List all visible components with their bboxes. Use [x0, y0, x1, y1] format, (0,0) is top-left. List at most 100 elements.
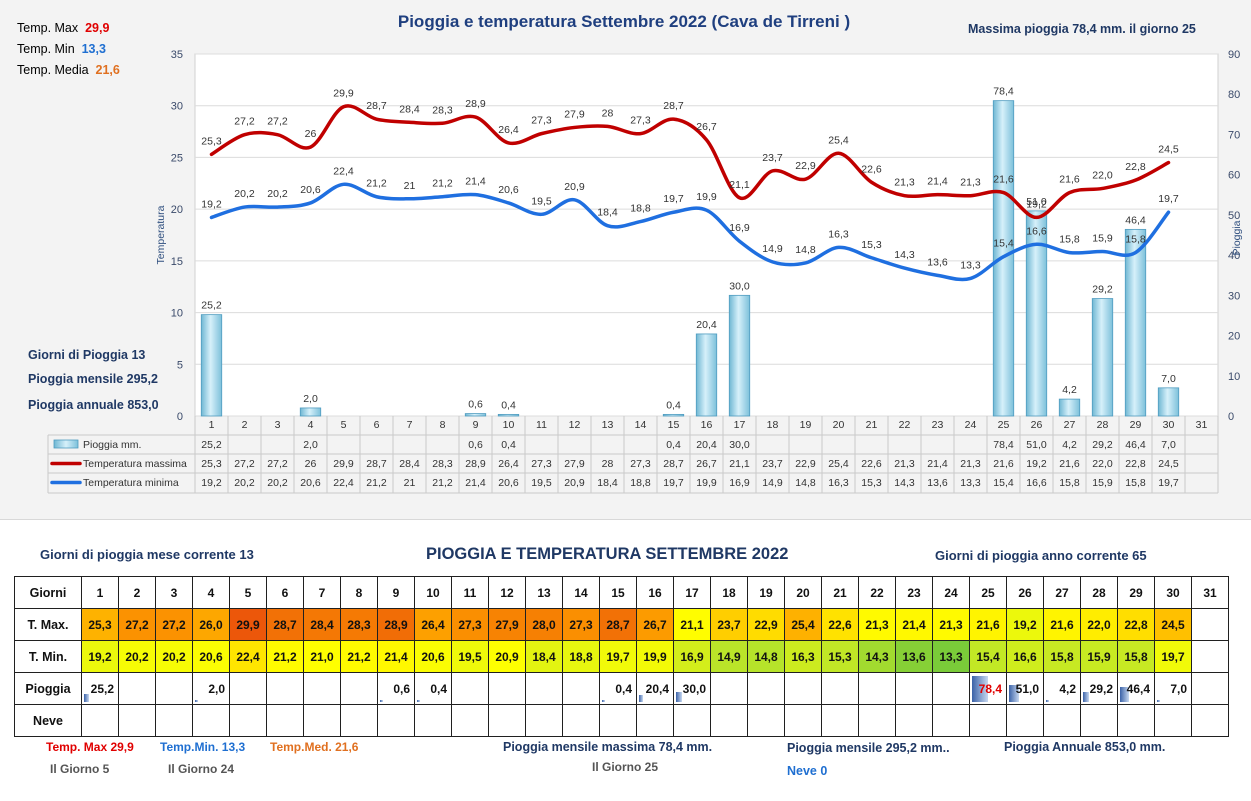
data-table-cell: 28,7	[366, 458, 387, 470]
tmax-cell: 22,6	[821, 608, 859, 641]
tmin-point-label: 13,3	[960, 259, 981, 271]
tmax-cell: 26,7	[636, 608, 674, 641]
tmax-point-label: 28,7	[663, 100, 684, 112]
rain-days-month: Giorni di pioggia mese corrente 13	[40, 547, 254, 562]
data-table-cell: 21,6	[1059, 458, 1080, 470]
footer-tmed: Temp.Med. 21,6	[270, 740, 359, 754]
snow-cell	[1006, 704, 1044, 737]
y-left-tick-label: 20	[171, 204, 183, 216]
rain-cell	[821, 672, 859, 705]
x-tick-label: 2	[242, 419, 248, 431]
data-table-cell: 19,2	[1026, 458, 1047, 470]
rain-bar-label: 29,2	[1092, 284, 1113, 296]
tmax-cell: 28,7	[599, 608, 637, 641]
data-table-cell: 25,4	[828, 458, 849, 470]
data-table-cell: 14,9	[762, 477, 783, 489]
rain-cell: 4,2	[1043, 672, 1081, 705]
tmin-cell: 14,9	[710, 640, 748, 673]
tmax-point-label: 22,6	[861, 163, 882, 175]
data-table-cell: 13,3	[960, 477, 981, 489]
tmin-point-label: 21	[404, 180, 416, 192]
x-tick-label: 31	[1196, 419, 1208, 431]
rain-cell: 0,4	[414, 672, 452, 705]
tmin-point-label: 15,3	[861, 239, 882, 251]
rain-cell-bar	[1009, 685, 1019, 702]
tmin-point-label: 15,4	[993, 238, 1014, 250]
rain-bar-label: 46,4	[1125, 214, 1146, 226]
tmin-point-label: 19,7	[1158, 193, 1179, 205]
tmin-cell: 19,2	[81, 640, 119, 673]
tmax-point-label: 21,1	[729, 179, 750, 191]
tmax-cell: 21,6	[969, 608, 1007, 641]
rain-cell-value: 7,0	[1170, 681, 1187, 696]
tmin-point-label: 14,8	[795, 244, 816, 256]
rain-cell-bar	[417, 700, 420, 702]
data-table-cell: 20,9	[564, 477, 585, 489]
rain-cell	[451, 672, 489, 705]
footer-tmax: Temp. Max 29,9	[46, 740, 134, 754]
tmin-cell: 14,3	[858, 640, 896, 673]
data-table-cell: 20,2	[234, 477, 255, 489]
tmax-point-label: 24,5	[1158, 144, 1179, 156]
tmin-point-label: 14,9	[762, 243, 783, 255]
data-table-cell: 14,8	[795, 477, 816, 489]
rain-cell	[488, 672, 526, 705]
weather-table: Giorni 1 2 3 4 5 6 7 8 9 10 11 12 13 14 15 16 17 18 19 20 21 2…	[14, 576, 1229, 737]
tmax-cell: 27,2	[155, 608, 193, 641]
rain-cell: 46,4	[1117, 672, 1155, 705]
day-number-cell: 28	[1080, 576, 1118, 609]
day-number-cell: 2	[118, 576, 156, 609]
rain-cell-value: 29,2	[1089, 681, 1113, 696]
data-table-cell: 19,7	[663, 477, 684, 489]
x-tick-label: 15	[668, 419, 680, 431]
rain-cell-value: 78,4	[978, 681, 1002, 696]
y-right-tick-label: 80	[1228, 89, 1240, 101]
day-number-cell: 21	[821, 576, 859, 609]
tmax-cell: 28,7	[266, 608, 304, 641]
rain-cell-value: 0,4	[615, 681, 632, 696]
rain-cell: 78,4	[969, 672, 1007, 705]
rain-bar-label: 0,4	[666, 399, 681, 411]
table-row-tmin: T. Min. 19,2 20,2 20,2 20,6 22,4 21,2 21,0 21,2 2…	[14, 640, 1229, 673]
rain-cell-bar	[676, 692, 682, 702]
x-tick-label: 22	[899, 419, 911, 431]
rain-cell-bar	[1120, 687, 1129, 702]
data-table-cell: 4,2	[1062, 439, 1077, 451]
tmin-cell: 21,2	[266, 640, 304, 673]
x-tick-label: 3	[275, 419, 281, 431]
data-table-cell: 28	[602, 458, 614, 470]
tmax-cell: 21,3	[858, 608, 896, 641]
y-right-tick-label: 50	[1228, 210, 1240, 222]
tmin-point-label: 14,3	[894, 249, 915, 261]
data-table-cell: 51,0	[1026, 439, 1047, 451]
data-table-cell: 21	[404, 477, 416, 489]
rain-cell	[562, 672, 600, 705]
rain-cell	[340, 672, 378, 705]
tmax-point-label: 28,4	[399, 103, 420, 115]
data-table-cell: 0,6	[468, 439, 483, 451]
data-table-cell: 19,7	[1158, 477, 1179, 489]
tmax-point-label: 27,3	[630, 115, 651, 127]
data-table-cell: 28,9	[465, 458, 486, 470]
day-number-cell: 17	[673, 576, 711, 609]
footer-max-monthly-rain: Pioggia mensile massima 78,4 mm.	[503, 740, 713, 754]
x-tick-label: 30	[1163, 419, 1175, 431]
tmin-point-label: 18,8	[630, 203, 651, 215]
tmin-cell: 19,7	[599, 640, 637, 673]
data-table-cell: 27,9	[564, 458, 585, 470]
rain-cell: 2,0	[192, 672, 230, 705]
tmax-cell: 22,9	[747, 608, 785, 641]
rain-cell: 51,0	[1006, 672, 1044, 705]
tmin-cell: 14,8	[747, 640, 785, 673]
rain-bar	[299, 407, 322, 417]
tmax-point-label: 28,9	[465, 98, 486, 110]
tmin-point-label: 15,8	[1125, 234, 1146, 246]
y-left-tick-label: 30	[171, 101, 183, 113]
rain-bar	[464, 413, 487, 417]
data-table-cell: 29,9	[333, 458, 354, 470]
data-table-cell: 2,0	[303, 439, 318, 451]
rain-cell-value: 0,4	[430, 681, 447, 696]
snow-cell	[451, 704, 489, 737]
rain-bar	[200, 314, 223, 417]
rain-cell-bar	[195, 700, 198, 702]
